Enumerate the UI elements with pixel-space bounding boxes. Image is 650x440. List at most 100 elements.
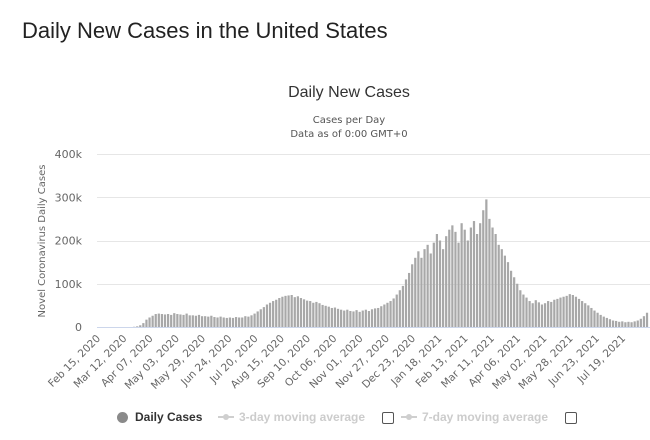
bar — [605, 317, 608, 327]
bar — [383, 304, 386, 327]
bar — [553, 299, 556, 327]
bar — [182, 314, 185, 327]
bar — [581, 301, 584, 327]
bar — [377, 307, 380, 327]
bar — [571, 295, 574, 327]
bar — [355, 310, 358, 327]
bar — [577, 298, 581, 327]
bar — [414, 257, 417, 327]
bar — [136, 326, 139, 327]
bar — [352, 311, 355, 327]
bar — [645, 312, 649, 327]
legend-item-3-day-average[interactable]: 3-day moving average — [218, 410, 365, 424]
legend-checkbox-3-day[interactable] — [382, 412, 394, 424]
bar — [420, 257, 423, 327]
bar — [185, 313, 188, 327]
bar — [584, 303, 587, 327]
bar — [454, 231, 457, 327]
bar — [534, 300, 537, 327]
bar — [537, 302, 540, 327]
bar — [194, 315, 198, 327]
bar — [296, 296, 299, 327]
legend-item-7-day-average[interactable]: 7-day moving average — [401, 410, 548, 424]
bar — [275, 299, 278, 327]
bar — [166, 314, 170, 327]
bar — [238, 317, 241, 327]
bar — [374, 308, 377, 327]
bar — [615, 320, 618, 327]
bar — [639, 318, 642, 327]
bar — [327, 306, 330, 327]
bar — [506, 262, 510, 328]
bar — [516, 283, 519, 327]
bar — [463, 229, 466, 327]
circle-marker-icon — [117, 411, 128, 423]
bar — [272, 301, 275, 327]
bar — [522, 294, 525, 327]
bar — [290, 295, 293, 327]
line-marker-icon — [218, 414, 234, 420]
bar — [488, 218, 491, 328]
bar — [596, 312, 599, 327]
bar — [222, 317, 225, 327]
bar — [200, 316, 204, 327]
page-title: Daily New Cases in the United States — [22, 18, 388, 43]
bar — [565, 295, 568, 327]
bar — [333, 307, 337, 327]
y-tick-label: 200k — [55, 235, 83, 248]
bar — [154, 314, 157, 327]
bar — [469, 227, 473, 327]
chart-subtitle-1: Cases per Day — [313, 115, 385, 126]
bar — [540, 304, 544, 327]
bar — [170, 314, 173, 327]
bar — [503, 255, 506, 327]
bar — [299, 298, 303, 327]
bar — [309, 301, 312, 327]
bar — [448, 229, 451, 327]
bar — [207, 316, 210, 327]
y-tick-label: 400k — [55, 148, 83, 161]
bar — [318, 303, 321, 327]
bar — [621, 321, 624, 327]
bar — [250, 315, 253, 327]
bar — [602, 316, 605, 327]
bar — [392, 298, 395, 327]
bar — [219, 316, 222, 327]
legend-checkbox-7-day[interactable] — [565, 412, 577, 424]
bar — [519, 290, 522, 327]
chart-subtitle-2: Data as of 0:00 GMT+0 — [290, 129, 407, 140]
bar — [404, 279, 408, 327]
bar — [568, 294, 571, 327]
legend-item-daily-cases[interactable]: Daily Cases — [117, 410, 202, 424]
bar — [253, 313, 256, 327]
bar — [204, 316, 207, 327]
bar — [278, 298, 281, 327]
bar — [432, 242, 435, 327]
bar — [559, 297, 562, 327]
bar — [145, 319, 148, 327]
bar — [173, 313, 176, 327]
bar — [151, 315, 154, 327]
bar — [142, 323, 145, 327]
legend-label: Daily Cases — [135, 410, 203, 424]
bar — [479, 223, 482, 327]
bar — [395, 294, 398, 327]
bar — [188, 315, 191, 327]
bar — [423, 249, 426, 327]
bar — [163, 314, 167, 327]
bar — [361, 310, 364, 327]
legend-label: 3-day moving average — [239, 410, 366, 424]
bar — [213, 317, 216, 327]
y-tick-label: 300k — [55, 191, 83, 204]
bar — [494, 234, 497, 327]
bar — [525, 297, 528, 327]
bar — [630, 322, 633, 327]
bar — [497, 244, 500, 327]
bar — [642, 316, 646, 327]
bar — [438, 240, 442, 327]
line-marker-icon — [401, 414, 417, 420]
bar — [330, 307, 333, 327]
bar — [543, 303, 547, 327]
bar — [284, 295, 287, 327]
y-tick-label: 0 — [75, 321, 82, 334]
